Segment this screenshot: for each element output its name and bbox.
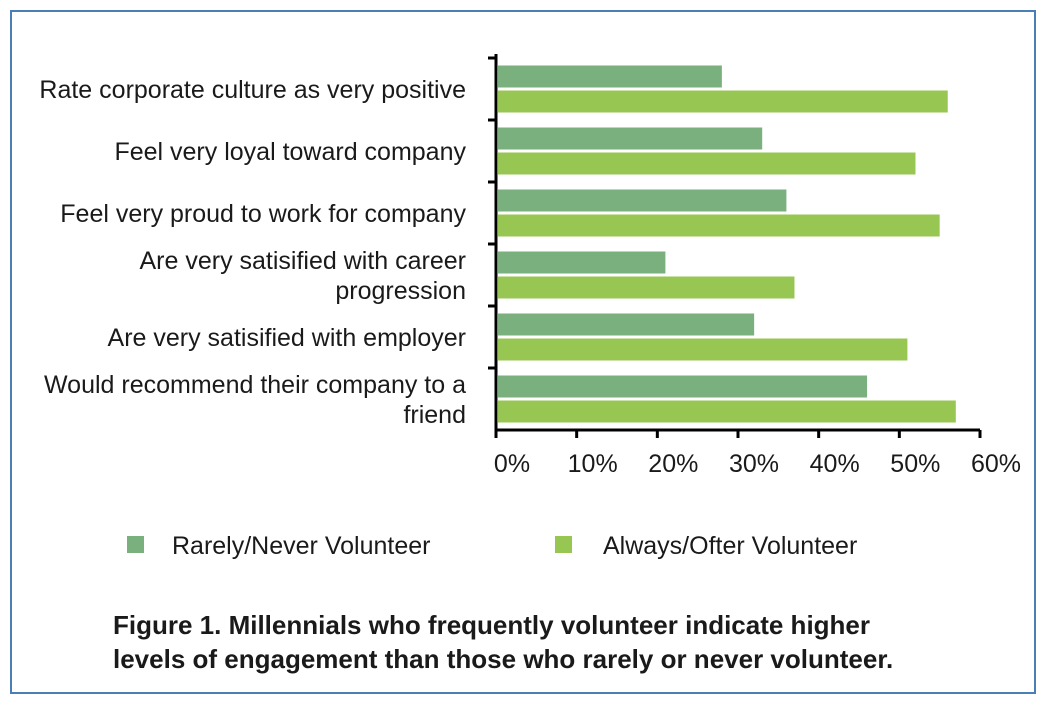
- bar-rarely-never-0: [498, 65, 722, 88]
- category-labels: Rate corporate culture as very positive F…: [39, 76, 466, 429]
- x-tick-label-6: 60%: [971, 450, 1021, 478]
- bar-always-often-0: [498, 90, 948, 113]
- x-tick-label-3: 30%: [729, 450, 779, 478]
- bar-always-often-1: [498, 152, 916, 175]
- legend: Rarely/Never Volunteer Always/Ofter Volun…: [127, 532, 857, 560]
- bar-rarely-never-5: [498, 375, 868, 398]
- bar-rarely-never-2: [498, 189, 787, 212]
- bar-rarely-never-1: [498, 127, 763, 150]
- bar-chart: Rate corporate culture as very positive F…: [39, 54, 1021, 560]
- category-label-3-line-1: progression: [335, 277, 466, 305]
- x-tick-label-2: 20%: [648, 450, 698, 478]
- category-label-5-line-0: Would recommend their company to a: [44, 371, 466, 399]
- legend-label-1: Always/Ofter Volunteer: [603, 532, 857, 560]
- caption-line-1: Figure 1. Millennials who frequently vol…: [113, 610, 871, 640]
- bar-always-often-3: [498, 276, 795, 299]
- bar-rarely-never-3: [498, 251, 666, 274]
- bar-always-often-5: [498, 400, 956, 423]
- x-tick-label-4: 40%: [810, 450, 860, 478]
- legend-label-0: Rarely/Never Volunteer: [172, 532, 430, 560]
- category-label-5-line-1: friend: [403, 401, 466, 429]
- bars-layer: [498, 65, 956, 423]
- category-label-1: Feel very loyal toward company: [114, 138, 466, 166]
- axes-layer: [488, 54, 982, 438]
- category-label-3-line-0: Are very satisified with career: [139, 247, 466, 275]
- caption-line-2: levels of engagement than those who rare…: [113, 644, 894, 674]
- category-label-0: Rate corporate culture as very positive: [39, 76, 466, 104]
- bar-always-often-4: [498, 338, 908, 361]
- bar-always-often-2: [498, 214, 940, 237]
- figure-caption: Figure 1. Millennials who frequently vol…: [113, 608, 973, 676]
- x-tick-label-1: 10%: [568, 450, 618, 478]
- bar-rarely-never-4: [498, 313, 755, 336]
- legend-swatch-0: [127, 536, 144, 553]
- x-tick-labels: 0% 10% 20% 30% 40% 50% 60%: [494, 450, 1021, 478]
- category-label-4: Are very satisified with employer: [108, 324, 466, 352]
- x-tick-label-5: 50%: [890, 450, 940, 478]
- x-tick-label-0: 0%: [494, 450, 530, 478]
- category-label-2: Feel very proud to work for company: [60, 200, 466, 228]
- legend-swatch-1: [555, 536, 572, 553]
